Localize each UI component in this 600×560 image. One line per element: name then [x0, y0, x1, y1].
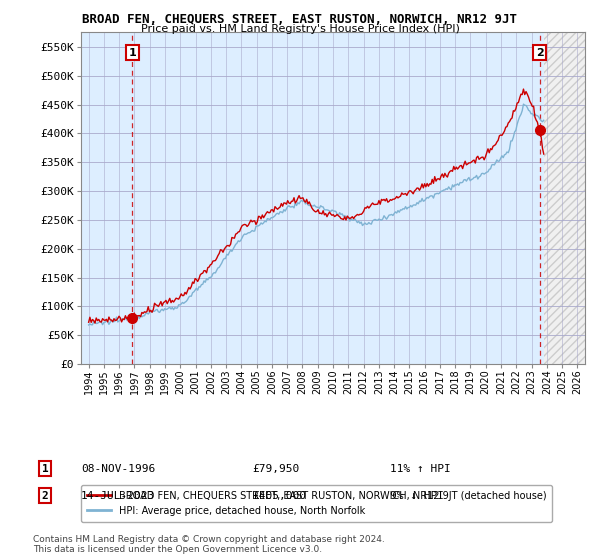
- Text: 9% ↓ HPI: 9% ↓ HPI: [390, 491, 444, 501]
- Text: £79,950: £79,950: [252, 464, 299, 474]
- Text: BROAD FEN, CHEQUERS STREET, EAST RUSTON, NORWICH, NR12 9JT: BROAD FEN, CHEQUERS STREET, EAST RUSTON,…: [83, 13, 517, 26]
- Text: 1: 1: [128, 48, 136, 58]
- Text: 2: 2: [536, 48, 544, 58]
- Text: 14-JUL-2023: 14-JUL-2023: [81, 491, 155, 501]
- Text: 08-NOV-1996: 08-NOV-1996: [81, 464, 155, 474]
- Text: Price paid vs. HM Land Registry's House Price Index (HPI): Price paid vs. HM Land Registry's House …: [140, 24, 460, 34]
- Text: £405,000: £405,000: [252, 491, 306, 501]
- Text: 2: 2: [41, 491, 49, 501]
- Text: 11% ↑ HPI: 11% ↑ HPI: [390, 464, 451, 474]
- Legend: BROAD FEN, CHEQUERS STREET, EAST RUSTON, NORWICH, NR12 9JT (detached house), HPI: BROAD FEN, CHEQUERS STREET, EAST RUSTON,…: [81, 485, 552, 521]
- Text: Contains HM Land Registry data © Crown copyright and database right 2024.
This d: Contains HM Land Registry data © Crown c…: [33, 535, 385, 554]
- Text: 1: 1: [41, 464, 49, 474]
